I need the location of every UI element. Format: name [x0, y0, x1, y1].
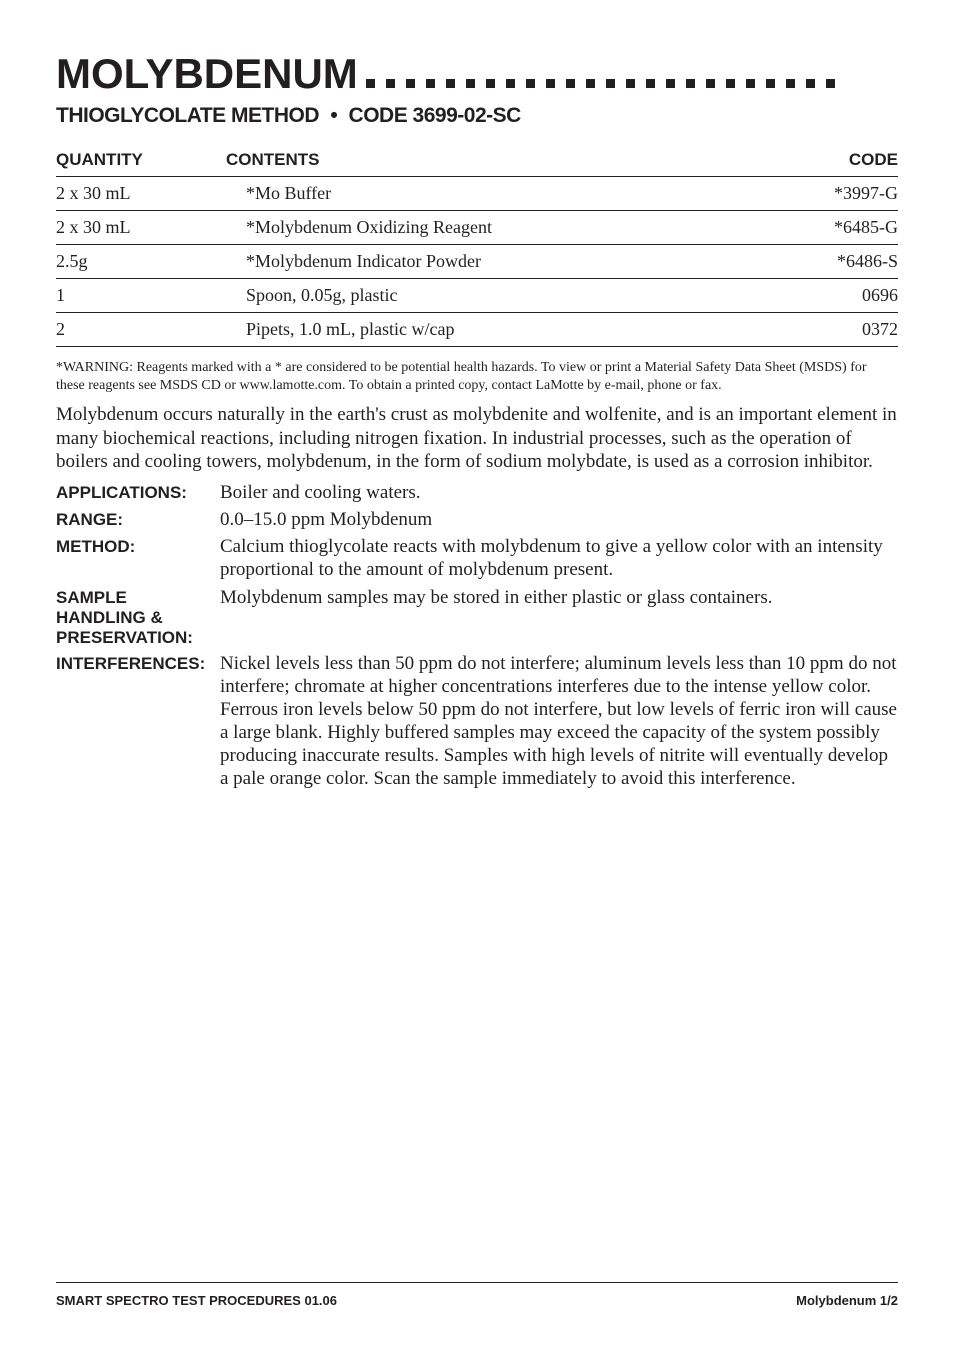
table-row: 2 x 30 mL*Mo Buffer*3997-G — [56, 177, 898, 211]
rule-dot — [446, 79, 455, 88]
rule-dot — [406, 79, 415, 88]
rule-dot — [386, 79, 395, 88]
definition-label: RANGE: — [56, 508, 220, 531]
cell-content: Spoon, 0.05g, plastic — [226, 279, 788, 313]
definition-row: INTERFERENCES:Nickel levels less than 50… — [56, 652, 898, 791]
header-contents: CONTENTS — [226, 146, 788, 177]
rule-dot — [546, 79, 555, 88]
cell-code: 0372 — [788, 313, 898, 347]
definition-label: METHOD: — [56, 535, 220, 581]
warning-text: *WARNING: Reagents marked with a * are c… — [56, 359, 898, 395]
definition-value: Nickel levels less than 50 ppm do not in… — [220, 652, 898, 791]
definition-label: SAMPLE HANDLING & PRESERVATION: — [56, 586, 220, 648]
table-header-row: QUANTITY CONTENTS CODE — [56, 146, 898, 177]
definition-value: 0.0–15.0 ppm Molybdenum — [220, 508, 898, 531]
rule-dot — [806, 79, 815, 88]
rule-dot — [686, 79, 695, 88]
cell-quantity: 2 — [56, 313, 226, 347]
rule-dot — [826, 79, 835, 88]
cell-code: *6485-G — [788, 211, 898, 245]
cell-code: 0696 — [788, 279, 898, 313]
rule-dot — [586, 79, 595, 88]
table-row: 2 x 30 mL*Molybdenum Oxidizing Reagent*6… — [56, 211, 898, 245]
page-title: MOLYBDENUM — [56, 50, 358, 98]
header-code: CODE — [788, 146, 898, 177]
subtitle: THIOGLYCOLATE METHOD • CODE 3699-02-SC — [56, 104, 898, 128]
rule-dot — [746, 79, 755, 88]
definition-row: SAMPLE HANDLING & PRESERVATION:Molybdenu… — [56, 586, 898, 648]
rule-dot — [426, 79, 435, 88]
rule-dot — [526, 79, 535, 88]
rule-dot — [666, 79, 675, 88]
rule-dot — [706, 79, 715, 88]
rule-dot — [646, 79, 655, 88]
footer-left: SMART SPECTRO TEST PROCEDURES 01.06 — [56, 1293, 337, 1308]
cell-content: *Mo Buffer — [226, 177, 788, 211]
rule-dot — [486, 79, 495, 88]
subtitle-method: THIOGLYCOLATE METHOD — [56, 104, 319, 127]
table-row: 2.5g*Molybdenum Indicator Powder*6486-S — [56, 245, 898, 279]
definition-row: RANGE:0.0–15.0 ppm Molybdenum — [56, 508, 898, 531]
rule-dot — [726, 79, 735, 88]
definition-value: Boiler and cooling waters. — [220, 481, 898, 504]
definition-row: APPLICATIONS:Boiler and cooling waters. — [56, 481, 898, 504]
definition-label: INTERFERENCES: — [56, 652, 220, 791]
cell-code: *6486-S — [788, 245, 898, 279]
page-footer: SMART SPECTRO TEST PROCEDURES 01.06 Moly… — [56, 1282, 898, 1308]
rule-dot — [606, 79, 615, 88]
definitions-list: APPLICATIONS:Boiler and cooling waters.R… — [56, 481, 898, 791]
rule-dot — [766, 79, 775, 88]
definition-value: Molybdenum samples may be stored in eith… — [220, 586, 898, 648]
rule-dot — [626, 79, 635, 88]
header-quantity: QUANTITY — [56, 146, 226, 177]
rule-dot — [466, 79, 475, 88]
bullet-separator: • — [330, 104, 337, 127]
cell-quantity: 1 — [56, 279, 226, 313]
cell-quantity: 2.5g — [56, 245, 226, 279]
cell-content: *Molybdenum Indicator Powder — [226, 245, 788, 279]
dotted-rule — [366, 79, 898, 88]
intro-paragraph: Molybdenum occurs naturally in the earth… — [56, 403, 898, 473]
cell-quantity: 2 x 30 mL — [56, 177, 226, 211]
footer-right: Molybdenum 1/2 — [796, 1293, 898, 1308]
rule-dot — [366, 79, 375, 88]
rule-dot — [786, 79, 795, 88]
rule-dot — [566, 79, 575, 88]
contents-table: QUANTITY CONTENTS CODE 2 x 30 mL*Mo Buff… — [56, 146, 898, 347]
table-row: 2Pipets, 1.0 mL, plastic w/cap0372 — [56, 313, 898, 347]
cell-content: *Molybdenum Oxidizing Reagent — [226, 211, 788, 245]
title-row: MOLYBDENUM — [56, 50, 898, 98]
table-row: 1Spoon, 0.05g, plastic0696 — [56, 279, 898, 313]
definition-label: APPLICATIONS: — [56, 481, 220, 504]
definition-row: METHOD:Calcium thioglycolate reacts with… — [56, 535, 898, 581]
definition-value: Calcium thioglycolate reacts with molybd… — [220, 535, 898, 581]
cell-content: Pipets, 1.0 mL, plastic w/cap — [226, 313, 788, 347]
cell-code: *3997-G — [788, 177, 898, 211]
subtitle-code: CODE 3699-02-SC — [349, 104, 521, 127]
cell-quantity: 2 x 30 mL — [56, 211, 226, 245]
rule-dot — [506, 79, 515, 88]
